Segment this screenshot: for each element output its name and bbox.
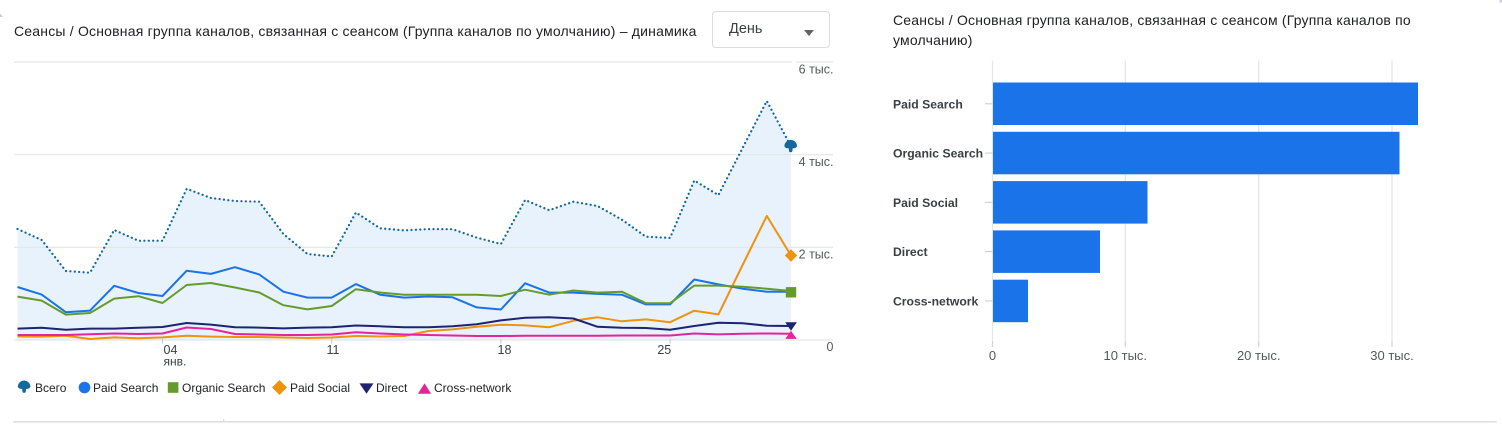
svg-text:0: 0	[827, 340, 834, 354]
svg-text:2 тыс.: 2 тыс.	[799, 248, 834, 262]
svg-text:Paid Social: Paid Social	[290, 381, 350, 395]
svg-text:Всего: Всего	[35, 381, 67, 395]
svg-text:Direct: Direct	[376, 381, 408, 395]
svg-text:25: 25	[657, 343, 671, 357]
svg-text:30 тыс.: 30 тыс.	[1370, 348, 1413, 363]
svg-text:Paid Search: Paid Search	[93, 381, 158, 395]
svg-text:янв.: янв.	[164, 355, 187, 369]
svg-text:Direct: Direct	[893, 245, 928, 259]
svg-text:11: 11	[327, 343, 340, 357]
svg-text:Paid Social: Paid Social	[893, 196, 958, 210]
svg-text:6 тыс.: 6 тыс.	[799, 63, 834, 77]
svg-text:20 тыс.: 20 тыс.	[1237, 348, 1280, 363]
svg-text:0: 0	[989, 348, 996, 363]
svg-text:04: 04	[164, 343, 178, 357]
svg-text:18: 18	[498, 343, 512, 357]
svg-text:10 тыс.: 10 тыс.	[1104, 348, 1147, 363]
svg-text:Organic Search: Organic Search	[893, 147, 983, 161]
svg-text:Paid Search: Paid Search	[893, 97, 963, 111]
svg-text:Cross-network: Cross-network	[893, 295, 979, 309]
svg-text:Cross-network: Cross-network	[434, 381, 512, 395]
svg-text:4 тыс.: 4 тыс.	[799, 155, 834, 169]
svg-text:Organic Search: Organic Search	[182, 381, 265, 395]
